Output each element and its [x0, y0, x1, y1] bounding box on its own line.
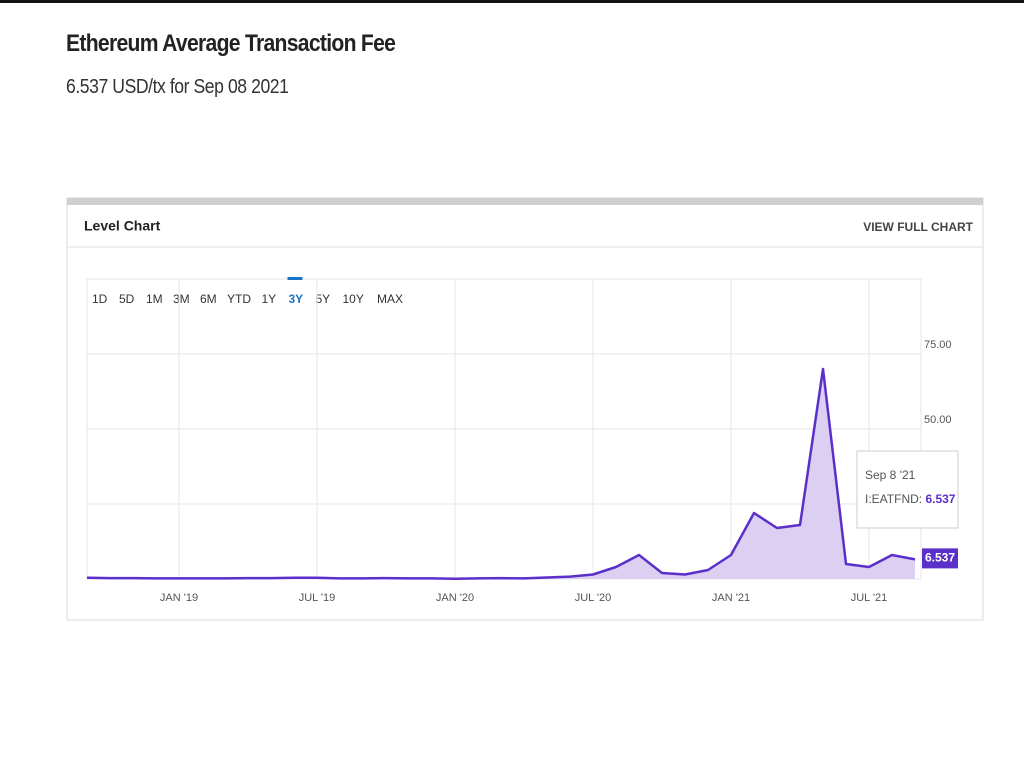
range-button[interactable]: 10Y: [343, 292, 364, 306]
range-button[interactable]: MAX: [377, 292, 403, 306]
range-button[interactable]: 6M: [200, 292, 217, 306]
tooltip-value: 6.537: [925, 492, 955, 506]
card-top-bar: [67, 198, 983, 205]
range-button[interactable]: YTD: [227, 292, 251, 306]
x-tick-label: JUL '20: [575, 592, 612, 604]
tooltip-series: I:EATFND: 6.537: [865, 492, 956, 506]
tooltip-series-name: I:EATFND: [865, 492, 919, 506]
line: [86, 367, 916, 580]
range-button[interactable]: 1M: [146, 292, 163, 306]
view-full-chart[interactable]: VIEW FULL CHART: [863, 220, 973, 234]
separator: :: [919, 492, 926, 506]
range-selected-indicator: [287, 277, 303, 280]
tooltip-date: Sep 8 '21: [865, 468, 916, 482]
y-tick-label: 50.00: [924, 414, 952, 426]
x-tick-label: JAN '19: [160, 592, 198, 604]
x-tick-label: JAN '20: [436, 592, 474, 604]
page-title: Ethereum Average Transaction Fee: [66, 30, 396, 57]
page-subtitle: 6.537 USD/tx for Sep 08 2021: [66, 76, 289, 98]
range-button[interactable]: 1Y: [262, 292, 277, 306]
top-bar: [0, 0, 1024, 3]
range-button[interactable]: 5Y: [316, 292, 331, 306]
last-value-label: 6.537: [925, 551, 955, 565]
area-fill: [87, 369, 915, 579]
range-button[interactable]: 3Y: [289, 292, 304, 306]
y-tick-label: 75.00: [924, 339, 952, 351]
card-title: Level Chart: [84, 218, 161, 234]
last-value-box: [922, 548, 958, 569]
tooltip: [856, 450, 959, 529]
x-tick-label: JAN '21: [712, 592, 750, 604]
x-tick-label: JUL '19: [299, 592, 336, 604]
range-button[interactable]: 3M: [173, 292, 190, 306]
range-button[interactable]: 1D: [92, 292, 108, 306]
range-button[interactable]: 5D: [119, 292, 135, 306]
x-tick-label: JUL '21: [851, 592, 888, 604]
